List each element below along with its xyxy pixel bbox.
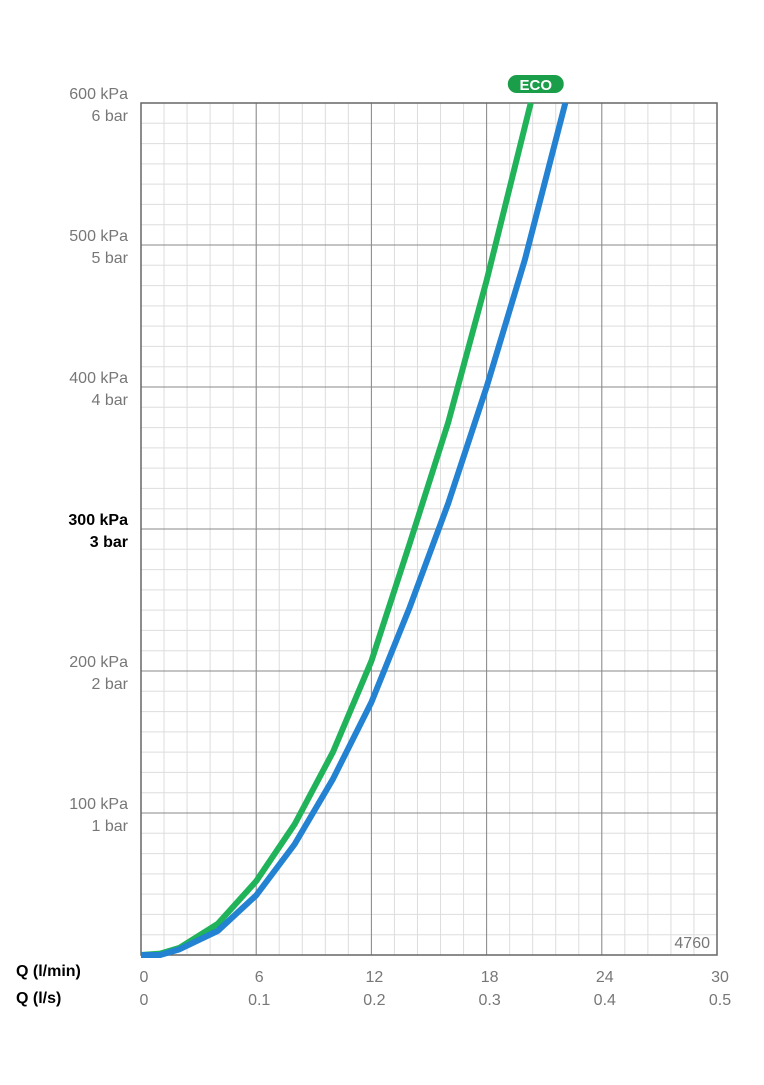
y-tick-label: 500 kPa <box>69 228 128 245</box>
annotation-badge <box>505 73 566 95</box>
x2-tick-label: 0.2 <box>363 992 385 1009</box>
x2-tick-label: 0.3 <box>478 992 500 1009</box>
x-axis-label: Q (l/min) <box>16 963 81 980</box>
plot-frame <box>140 102 718 956</box>
x-tick-label: 0 <box>140 969 149 986</box>
curve <box>141 102 569 958</box>
y-tick-label-bar: 5 bar <box>92 250 129 267</box>
code-label: 4760 <box>674 935 710 952</box>
major-grid <box>140 102 718 955</box>
y-tick-label: 600 kPa <box>69 86 128 103</box>
x-tick-label: 30 <box>711 969 729 986</box>
x2-tick-label: 0.1 <box>248 992 270 1009</box>
x-tick-label: 12 <box>366 969 384 986</box>
y-tick-label-bar: 3 bar <box>90 534 128 551</box>
y-tick-label-bar: 6 bar <box>92 108 129 125</box>
x-tick-label: 24 <box>596 969 614 986</box>
y-tick-label: 400 kPa <box>69 370 128 387</box>
x2-tick-label: 0 <box>140 992 149 1009</box>
annotation: ECO <box>520 77 553 94</box>
x-tick-label: 6 <box>255 969 264 986</box>
y-tick-label-bar: 4 bar <box>92 392 129 409</box>
y-tick-label-bar: 2 bar <box>92 676 129 693</box>
y-tick-label: 200 kPa <box>69 654 128 671</box>
y-tick-label: 100 kPa <box>69 796 128 813</box>
x2-tick-label: 0.5 <box>709 992 731 1009</box>
x-tick-label: 18 <box>481 969 499 986</box>
y-tick-label-bar: 1 bar <box>92 818 129 835</box>
y-tick-label: 300 kPa <box>68 512 128 529</box>
x2-tick-label: 0.4 <box>594 992 616 1009</box>
x2-axis-label: Q (l/s) <box>16 990 61 1007</box>
